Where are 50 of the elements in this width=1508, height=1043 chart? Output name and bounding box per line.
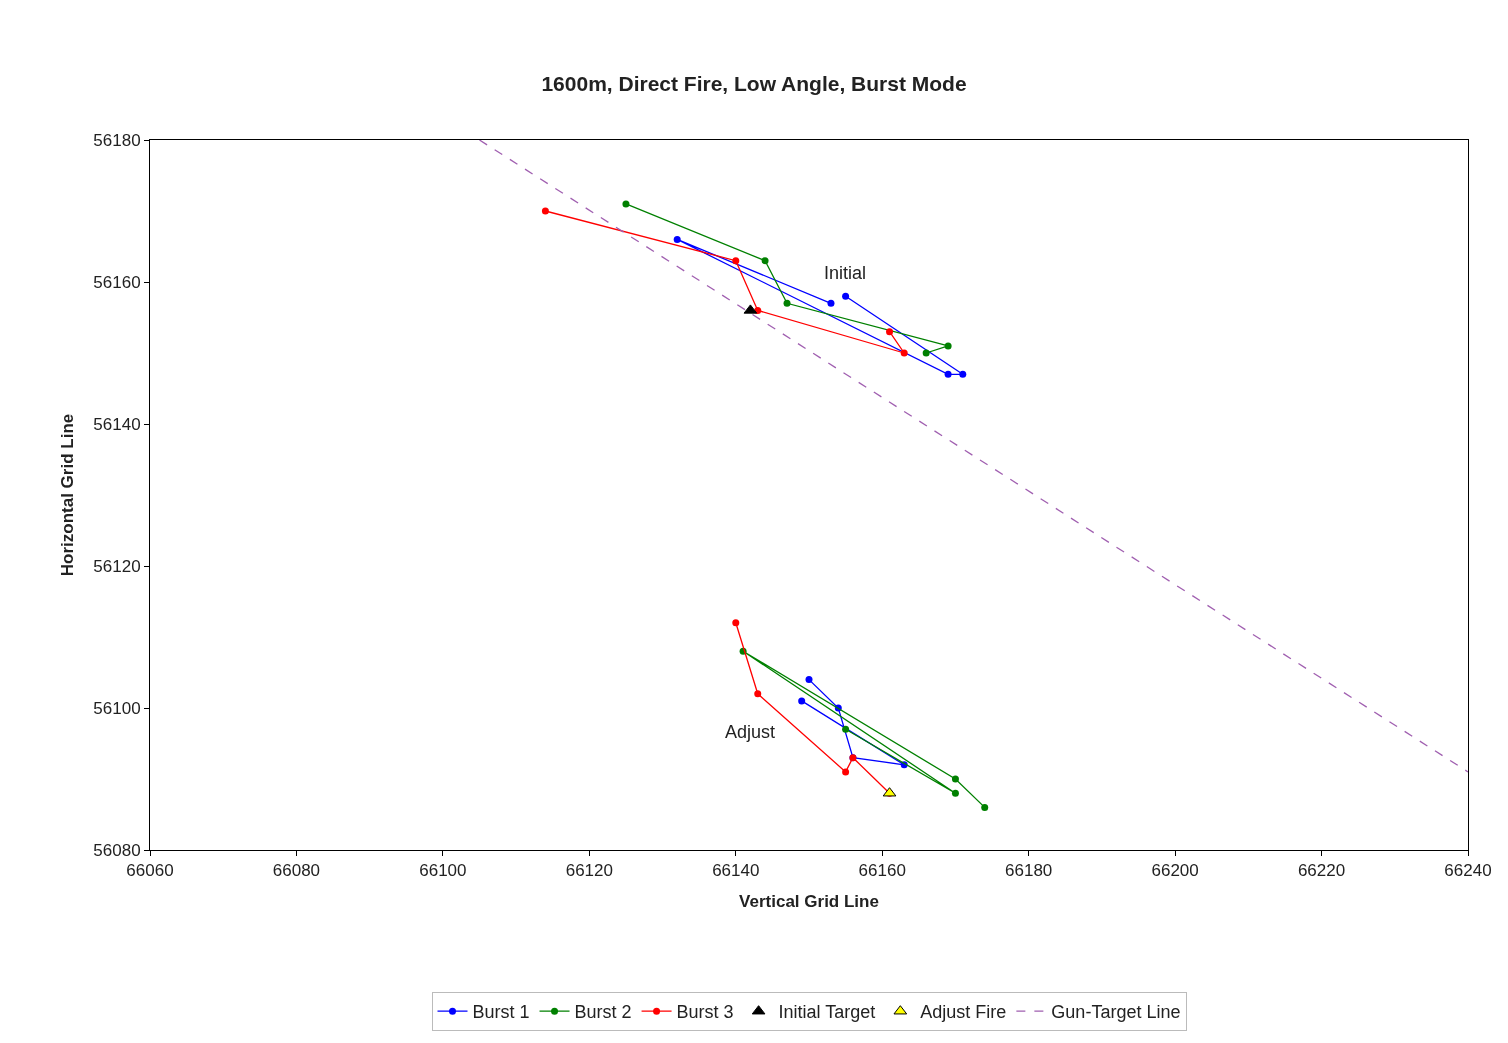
point bbox=[827, 299, 835, 307]
legend-label: Initial Target bbox=[778, 1002, 876, 1023]
point bbox=[842, 292, 850, 300]
y-tick-label: 56140 bbox=[93, 414, 141, 434]
point bbox=[798, 697, 806, 705]
point bbox=[944, 370, 952, 378]
y-tick-label: 56080 bbox=[93, 840, 141, 860]
annotation: Adjust bbox=[725, 722, 776, 742]
point bbox=[951, 775, 959, 783]
point bbox=[732, 257, 740, 265]
point bbox=[805, 676, 813, 684]
point bbox=[783, 299, 791, 307]
point bbox=[944, 342, 952, 350]
legend-label: Adjust Fire bbox=[920, 1002, 1007, 1023]
x-tick-label: 66100 bbox=[419, 861, 467, 881]
x-axis-title: Vertical Grid Line bbox=[739, 891, 879, 911]
point bbox=[886, 328, 894, 336]
legend-label: Burst 1 bbox=[472, 1002, 530, 1023]
point bbox=[673, 235, 681, 243]
point bbox=[959, 370, 967, 378]
annotation: Initial bbox=[824, 263, 867, 283]
point bbox=[754, 690, 762, 698]
x-tick-label: 66200 bbox=[1151, 861, 1199, 881]
legend-label: Burst 2 bbox=[574, 1002, 632, 1023]
point bbox=[761, 257, 769, 265]
point bbox=[951, 789, 959, 797]
point bbox=[981, 803, 989, 811]
point bbox=[922, 349, 930, 357]
x-tick-label: 66140 bbox=[712, 861, 760, 881]
x-tick-label: 66240 bbox=[1444, 861, 1492, 881]
legend-label: Gun-Target Line bbox=[1051, 1002, 1181, 1023]
y-tick-label: 56180 bbox=[93, 130, 141, 150]
point bbox=[541, 207, 549, 215]
x-tick-label: 66060 bbox=[126, 861, 174, 881]
y-tick-label: 56160 bbox=[93, 272, 141, 292]
point bbox=[842, 725, 850, 733]
y-tick-label: 56120 bbox=[93, 556, 141, 576]
x-tick-label: 66120 bbox=[565, 861, 613, 881]
point bbox=[622, 200, 630, 208]
point bbox=[900, 349, 908, 357]
y-tick-label: 56100 bbox=[93, 698, 141, 718]
x-tick-label: 66080 bbox=[272, 861, 321, 881]
point bbox=[842, 768, 850, 776]
point bbox=[732, 619, 740, 627]
x-tick-label: 66160 bbox=[858, 861, 906, 881]
x-tick-label: 66220 bbox=[1297, 861, 1346, 881]
y-axis-title: Horizontal Grid Line bbox=[57, 413, 77, 577]
legend-label: Burst 3 bbox=[676, 1002, 734, 1023]
x-tick-label: 66180 bbox=[1005, 861, 1053, 881]
chart-title: 1600m, Direct Fire, Low Angle, Burst Mode bbox=[541, 71, 967, 95]
